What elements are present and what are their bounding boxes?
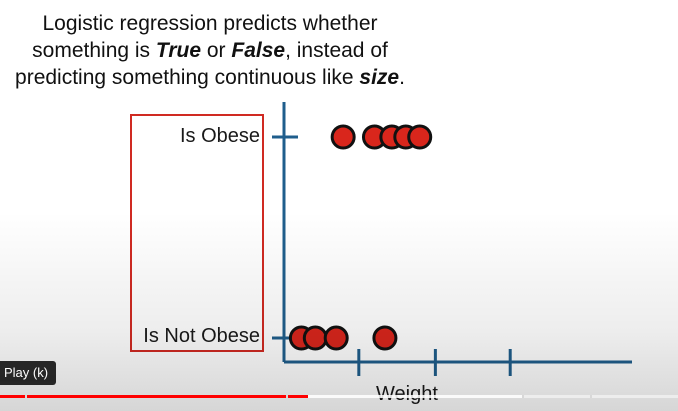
slide-title-line-1: Logistic regression predicts whether xyxy=(42,12,378,35)
chapter-marker xyxy=(522,395,524,398)
title-text: , instead of xyxy=(285,39,388,62)
data-point-not-obese xyxy=(372,325,398,351)
slide-title-line-2: something is True or False, instead of xyxy=(0,39,420,63)
progress-bar[interactable] xyxy=(0,395,678,398)
chapter-marker xyxy=(25,395,27,398)
true-word: True xyxy=(155,39,202,62)
play-tooltip: Play (k) xyxy=(0,361,57,385)
size-word: size xyxy=(359,66,400,89)
chapter-marker xyxy=(590,395,592,398)
data-point-obese xyxy=(407,124,433,150)
title-text: predicting something continuous like xyxy=(15,66,360,89)
x-axis-label: Weight xyxy=(376,383,438,405)
data-point-obese xyxy=(330,124,356,150)
data-point-not-obese xyxy=(302,325,328,351)
progress-played xyxy=(0,395,309,398)
slide-title-line-3: predicting something continuous like siz… xyxy=(0,66,420,90)
title-text: something is xyxy=(32,39,156,62)
category-highlight-box xyxy=(130,114,264,352)
chapter-marker xyxy=(286,395,288,398)
y-label-obese: Is Obese xyxy=(179,125,260,147)
title-text: . xyxy=(399,66,405,89)
y-label-not-obese: Is Not Obese xyxy=(143,325,260,347)
data-point-not-obese xyxy=(323,325,349,351)
title-text: or xyxy=(201,39,232,62)
false-word: False xyxy=(231,39,286,62)
